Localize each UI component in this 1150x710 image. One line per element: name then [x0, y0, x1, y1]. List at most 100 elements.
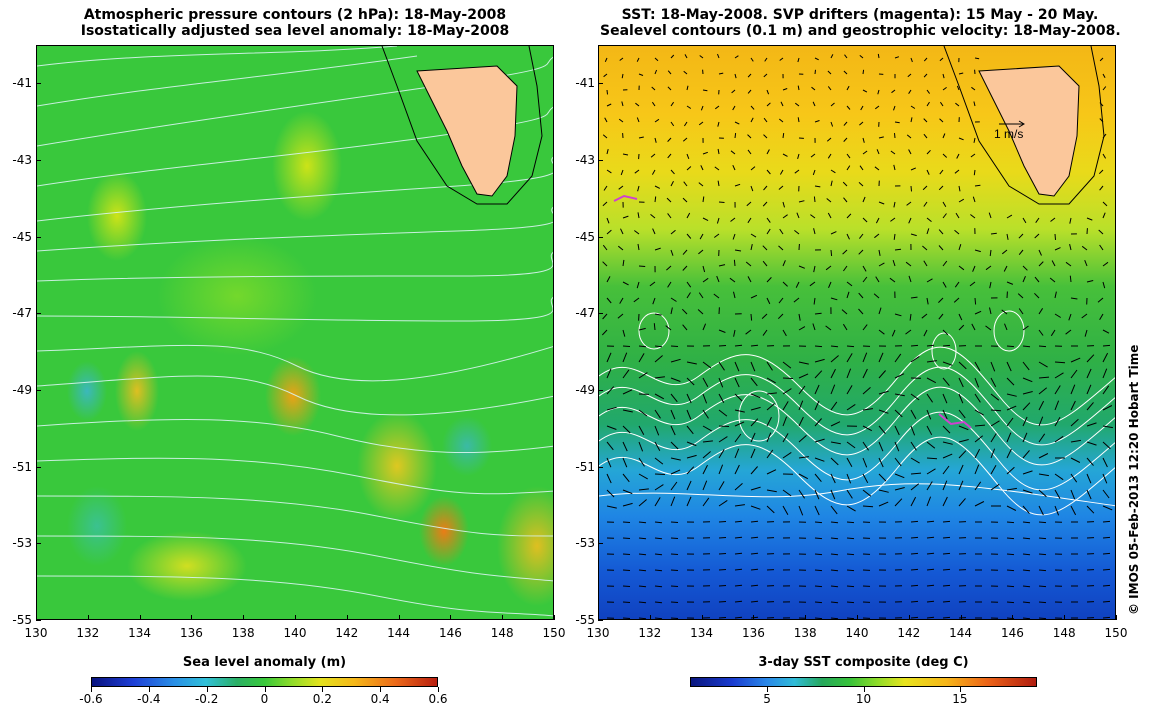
velocity-arrow	[670, 481, 678, 491]
velocity-arrow	[910, 568, 919, 571]
velocity-arrow	[958, 464, 964, 475]
velocity-arrow	[734, 584, 743, 587]
velocity-arrow	[1022, 402, 1031, 411]
velocity-arrow	[606, 103, 612, 107]
velocity-arrow	[1099, 313, 1104, 321]
velocity-arrow	[733, 259, 736, 267]
velocity-arrow	[830, 521, 839, 524]
velocity-arrow	[825, 265, 832, 271]
velocity-arrow	[622, 215, 629, 219]
velocity-arrow	[699, 233, 704, 240]
velocity-arrow	[766, 277, 772, 283]
velocity-arrow	[974, 184, 981, 187]
velocity-arrow	[939, 169, 944, 175]
velocity-arrow	[716, 275, 720, 283]
velocity-arrow	[1038, 585, 1047, 588]
y-tick-label: -47	[12, 306, 32, 321]
velocity-arrow	[634, 230, 640, 235]
velocity-arrow	[958, 185, 961, 192]
velocity-arrow	[926, 600, 935, 603]
velocity-arrow	[638, 345, 647, 348]
velocity-arrow	[922, 245, 928, 251]
velocity-arrow	[670, 601, 679, 603]
velocity-arrow	[926, 377, 937, 384]
y-tick-label: -53	[575, 536, 595, 551]
velocity-arrow	[1049, 277, 1056, 283]
velocity-arrow	[1006, 505, 1017, 511]
velocity-arrow	[1038, 489, 1047, 498]
velocity-arrow	[1022, 537, 1031, 540]
velocity-arrow	[702, 277, 709, 283]
velocity-arrow	[717, 53, 720, 59]
velocity-arrow	[670, 180, 674, 187]
velocity-arrow	[686, 466, 695, 475]
velocity-arrow	[830, 537, 839, 540]
velocity-arrow	[1022, 276, 1026, 283]
x-tick-mark	[191, 615, 193, 620]
velocity-arrow	[926, 344, 935, 347]
velocity-arrow	[682, 249, 688, 255]
velocity-arrow	[782, 489, 792, 497]
velocity-arrow	[718, 464, 724, 475]
velocity-arrow	[910, 409, 917, 419]
velocity-arrow	[700, 105, 704, 111]
velocity-arrow	[797, 117, 800, 123]
right-map-title: SST: 18-May-2008. SVP drifters (magenta)…	[600, 7, 1121, 39]
velocity-arrow	[606, 276, 611, 283]
velocity-arrow	[1006, 553, 1015, 556]
velocity-arrow	[841, 309, 848, 315]
velocity-arrow	[990, 393, 1000, 401]
x-tick-mark	[857, 615, 858, 620]
velocity-arrow	[718, 499, 728, 507]
velocity-arrow	[682, 324, 688, 331]
velocity-arrow	[942, 584, 951, 587]
velocity-arrow	[793, 297, 800, 303]
velocity-arrow	[910, 472, 922, 475]
velocity-arrow	[654, 376, 665, 379]
velocity-arrow	[747, 276, 752, 283]
velocity-arrow	[1102, 385, 1110, 395]
left-map-overlay	[37, 46, 553, 617]
velocity-arrow	[778, 297, 784, 304]
velocity-arrow	[909, 313, 912, 321]
velocity-arrow	[1054, 489, 1061, 499]
velocity-arrow	[734, 133, 737, 139]
velocity-arrow	[878, 307, 882, 315]
velocity-arrow	[1034, 233, 1040, 239]
velocity-arrow	[622, 537, 631, 539]
velocity-arrow	[734, 600, 743, 603]
velocity-arrow	[1054, 291, 1057, 299]
colorbar-tick-label: 0.4	[370, 692, 390, 706]
velocity-arrow	[714, 166, 720, 171]
velocity-arrow	[622, 389, 633, 395]
velocity-arrow	[718, 585, 727, 587]
velocity-arrow	[670, 54, 675, 59]
velocity-arrow	[654, 473, 666, 475]
velocity-arrow	[651, 101, 656, 107]
velocity-arrow	[908, 217, 912, 224]
velocity-arrow	[670, 457, 681, 461]
velocity-arrow	[878, 201, 885, 205]
x-tick-label: 140	[283, 626, 307, 640]
velocity-arrow	[750, 584, 759, 587]
velocity-arrow	[1102, 473, 1108, 484]
velocity-arrow	[606, 457, 612, 468]
velocity-arrow	[890, 217, 896, 222]
velocity-arrow	[830, 441, 841, 445]
velocity-arrow	[1069, 243, 1072, 251]
velocity-arrow	[1006, 417, 1014, 427]
velocity-arrow	[1068, 313, 1072, 321]
x-tick-label: 138	[231, 626, 255, 640]
velocity-arrow	[603, 73, 608, 78]
velocity-arrow	[1102, 552, 1111, 555]
velocity-arrow	[860, 105, 864, 111]
velocity-arrow	[1006, 281, 1014, 285]
velocity-arrow	[814, 537, 823, 540]
velocity-arrow	[926, 457, 938, 460]
velocity-arrow	[846, 345, 855, 348]
velocity-arrow	[622, 153, 629, 156]
velocity-arrow	[926, 536, 935, 539]
velocity-arrow	[814, 370, 823, 379]
velocity-arrow	[813, 228, 816, 235]
velocity-arrow	[830, 231, 837, 235]
